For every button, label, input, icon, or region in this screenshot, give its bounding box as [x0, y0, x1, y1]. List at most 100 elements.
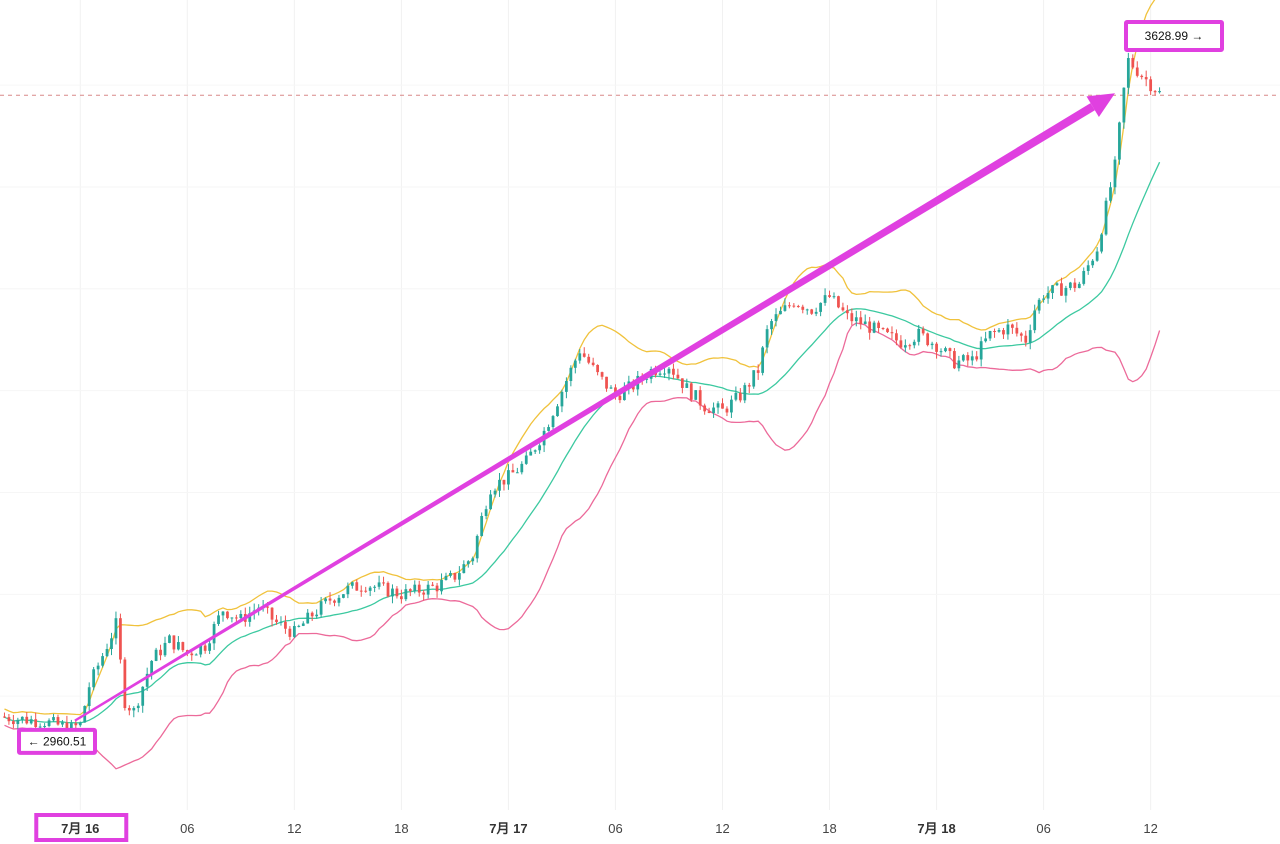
candle-body	[761, 347, 765, 373]
candle	[823, 288, 827, 306]
candle-body	[1028, 330, 1032, 343]
candle-body	[908, 345, 912, 347]
bollinger-middle-band	[4, 161, 1161, 724]
candle-body	[529, 451, 533, 456]
candle	[177, 636, 180, 651]
candle	[939, 348, 943, 357]
candle-body	[1024, 335, 1028, 343]
candle-body	[47, 720, 51, 727]
candle-body	[493, 490, 497, 495]
candle	[587, 353, 591, 365]
candle	[596, 364, 600, 376]
candle-body	[961, 355, 965, 361]
candle	[408, 588, 412, 597]
candle-body	[988, 330, 992, 339]
candle	[845, 305, 849, 320]
candle-body	[11, 721, 15, 725]
candle-body	[221, 611, 225, 616]
candle-body	[239, 613, 243, 619]
candle	[493, 488, 497, 498]
candle	[431, 581, 434, 587]
candle	[172, 635, 176, 654]
candle	[359, 585, 363, 597]
candle-body	[810, 309, 814, 314]
candle	[270, 607, 274, 627]
candle	[779, 306, 782, 315]
candle-body	[1091, 260, 1095, 266]
candle	[551, 415, 555, 430]
candle-body	[288, 628, 292, 637]
candle	[1002, 327, 1005, 339]
candle-body	[801, 306, 805, 310]
candle	[761, 345, 765, 376]
candle-body	[3, 716, 6, 718]
candle-body	[694, 390, 698, 400]
candle	[1068, 281, 1072, 291]
candle	[1037, 297, 1041, 314]
candle	[689, 382, 693, 402]
candle	[774, 308, 778, 327]
candle-body	[395, 588, 399, 597]
candle-body	[538, 445, 542, 451]
candle-body	[721, 403, 724, 409]
candle-body	[1144, 77, 1148, 80]
candle-body	[507, 470, 510, 485]
candle-body	[1104, 200, 1108, 235]
candle-body	[903, 345, 907, 348]
candle	[1082, 267, 1086, 286]
candle-body	[578, 353, 582, 361]
candle-body	[480, 515, 484, 536]
candle	[1073, 278, 1077, 292]
high-price-label: 3628.99 →	[1145, 29, 1204, 43]
candle-body	[1131, 58, 1135, 68]
candle	[105, 643, 109, 658]
candle	[56, 714, 60, 726]
candle	[582, 347, 586, 358]
candle-body	[698, 390, 702, 406]
candle-body	[498, 479, 501, 491]
candle	[917, 324, 921, 346]
candle-body	[658, 373, 662, 375]
candle	[440, 573, 443, 595]
high-price-highlight-box	[1124, 20, 1224, 52]
candle	[783, 298, 787, 312]
candle	[154, 647, 158, 662]
candle-body	[457, 573, 461, 580]
candle	[560, 389, 564, 413]
candle	[355, 579, 359, 591]
candle-body	[868, 321, 872, 333]
candle-body	[997, 330, 1001, 332]
candle-body	[1153, 91, 1157, 93]
candle-body	[114, 618, 118, 639]
candle-body	[725, 408, 729, 413]
candle	[373, 585, 377, 593]
candle	[988, 330, 992, 341]
candle-body	[199, 645, 203, 655]
candle-body	[431, 584, 434, 586]
candle	[569, 365, 573, 387]
candle-body	[738, 392, 742, 401]
candle-body	[279, 621, 283, 623]
candle-body	[854, 317, 858, 322]
candle-body	[1140, 75, 1144, 78]
candle-body	[1073, 282, 1077, 288]
candle-body	[382, 582, 385, 584]
candle-body	[333, 600, 336, 603]
candle	[694, 390, 698, 400]
candles-group	[3, 52, 1161, 736]
low-price-highlight-box	[17, 727, 97, 755]
candle-body	[930, 343, 934, 346]
candle	[466, 560, 470, 568]
candle	[194, 653, 198, 656]
candle	[230, 617, 234, 623]
candle	[400, 589, 403, 604]
candle	[306, 609, 310, 624]
candle-body	[234, 617, 238, 619]
candle	[1126, 52, 1130, 95]
candle	[127, 705, 131, 716]
candle	[895, 329, 898, 346]
candle-body	[208, 643, 211, 651]
candle	[872, 320, 876, 334]
candle-body	[1082, 270, 1086, 284]
candle	[203, 642, 207, 654]
